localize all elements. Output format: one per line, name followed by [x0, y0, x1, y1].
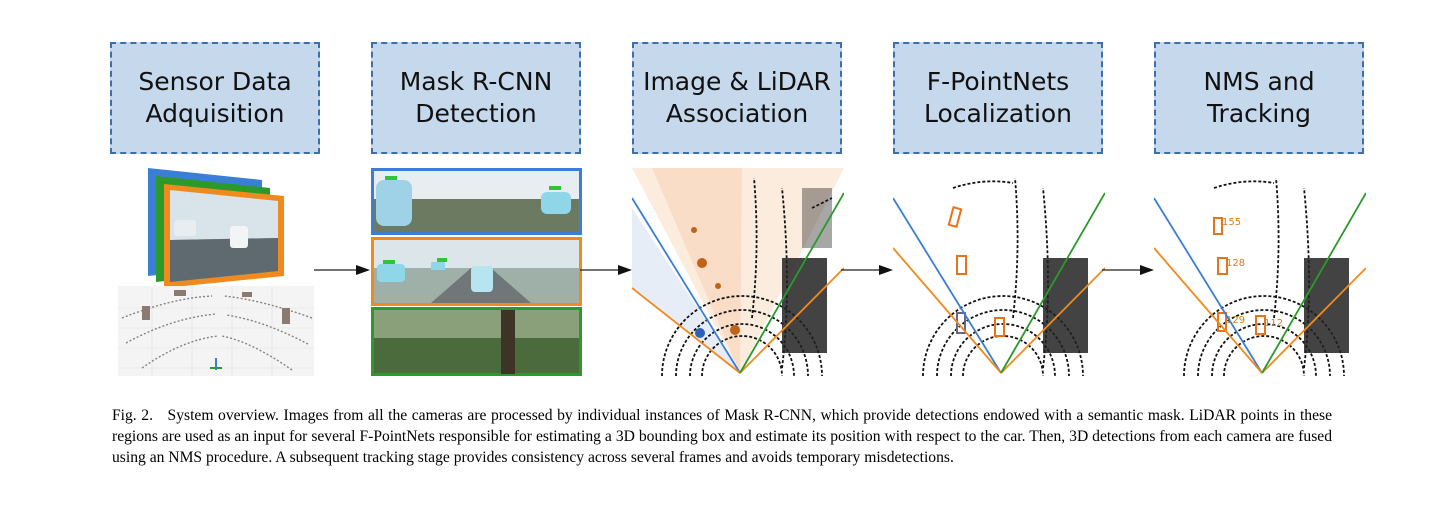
stage-title-line2: Adquisition [145, 99, 285, 128]
stage-title-line1: Mask R-CNN [399, 67, 553, 96]
track-id-label: 112 [1264, 318, 1283, 329]
camera-frames-stack [148, 168, 284, 288]
stage-title-line1: Sensor Data [138, 67, 292, 96]
stage-title-line2: Tracking [1206, 99, 1312, 128]
lidar-pointcloud-view [118, 286, 314, 376]
projected-points [691, 227, 740, 335]
stage-box-sensor-data: Sensor Data Adquisition [110, 42, 320, 154]
stage-title-line1: Image & LiDAR [643, 67, 831, 96]
sensor-data-panel [118, 168, 314, 376]
flow-arrow [841, 265, 893, 275]
stage-title-line1: F-PointNets [926, 67, 1070, 96]
camera-view-front [371, 237, 582, 306]
figure-caption-text: System overview. Images from all the cam… [112, 407, 1332, 466]
flow-arrow [580, 265, 632, 275]
track-id-label: 128 [1226, 258, 1245, 269]
figure-caption: Fig. 2. System overview. Images from all… [112, 405, 1332, 468]
stage-box-nms-tracking: NMS and Tracking [1154, 42, 1364, 154]
camera-view-left [371, 168, 582, 235]
figure-label: Fig. 2. [112, 407, 153, 424]
flow-arrow [314, 265, 370, 275]
association-bev-panel [632, 168, 844, 377]
stage-box-fpointnets: F-PointNets Localization [893, 42, 1103, 154]
tracking-bev-panel: 155 128 129 112 [1154, 177, 1366, 377]
stage-title-line2: Detection [415, 99, 537, 128]
mask-rcnn-panel [371, 168, 582, 376]
track-id-label: 129 [1226, 315, 1245, 326]
stage-title-line2: Localization [923, 99, 1073, 128]
tracked-boxes [1213, 217, 1266, 335]
track-id-label: 155 [1222, 217, 1241, 228]
fpointnets-bev-panel [893, 177, 1105, 377]
stage-title-line2: Association [665, 99, 809, 128]
stage-box-association: Image & LiDAR Association [632, 42, 842, 154]
camera-view-right [371, 307, 582, 376]
stage-box-mask-rcnn: Mask R-CNN Detection [371, 42, 581, 154]
stage-title-line1: NMS and [1203, 67, 1315, 96]
flow-arrow [1102, 265, 1154, 275]
